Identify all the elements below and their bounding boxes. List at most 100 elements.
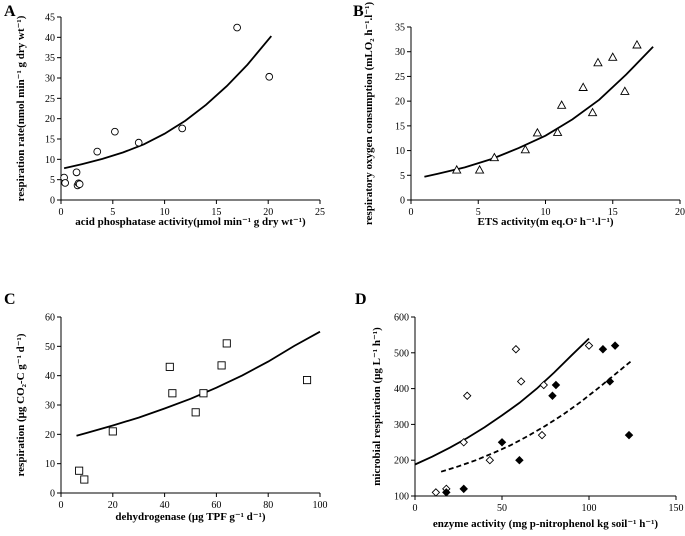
data-point: [233, 23, 241, 32]
data-point: [551, 380, 561, 390]
y-tick-label: 15: [45, 135, 55, 146]
data-point: [497, 438, 507, 447]
data-point: [556, 100, 567, 109]
y-tick-label: 100: [394, 492, 409, 503]
x-tick-label: 15: [211, 207, 221, 218]
x-tick-label: 0: [59, 500, 64, 511]
y-tick-label: 10: [45, 459, 55, 470]
y-tick-label: 20: [45, 430, 55, 441]
y-tick-label: 50: [45, 342, 55, 353]
data-point: [624, 430, 634, 440]
x-tick-label: 0: [413, 503, 418, 514]
y-tick-label: 40: [45, 371, 55, 382]
data-point: [620, 86, 630, 95]
x-tick-label: 5: [476, 207, 481, 218]
x-tick-label: 80: [263, 500, 273, 511]
data-point: [93, 147, 102, 156]
y-tick-label: 20: [395, 97, 405, 108]
data-point: [520, 144, 531, 154]
y-tick-label: 30: [45, 74, 55, 85]
y-axis-label: respiration rate(nmol min⁻¹ g dry wt⁻¹): [15, 15, 27, 201]
data-point: [485, 455, 495, 465]
y-tick-label: 60: [45, 313, 55, 324]
y-tick-label: 10: [395, 146, 405, 157]
y-tick-label: 15: [395, 121, 405, 132]
data-point: [442, 488, 451, 497]
data-point: [217, 361, 226, 370]
data-point: [451, 164, 462, 174]
y-tick-label: 45: [45, 13, 55, 24]
data-point: [165, 362, 174, 371]
y-tick-label: 25: [45, 94, 55, 105]
x-tick-label: 100: [582, 503, 597, 514]
data-point: [222, 339, 231, 348]
data-point: [111, 127, 119, 136]
panel-label: B: [353, 3, 364, 20]
y-tick-label: 300: [394, 420, 409, 431]
data-point: [548, 391, 557, 400]
data-point: [610, 341, 620, 350]
data-point: [134, 138, 143, 147]
x-tick-label: 10: [541, 207, 551, 218]
fit-line-dashed: [440, 359, 634, 473]
data-point: [516, 377, 526, 386]
x-tick-label: 20: [263, 207, 273, 218]
data-point: [265, 72, 274, 81]
data-point: [578, 82, 588, 91]
y-tick-label: 35: [395, 23, 405, 34]
data-point: [584, 341, 594, 350]
data-point: [532, 127, 543, 137]
fit-line-solid: [414, 337, 590, 466]
panel-label: D: [355, 291, 367, 308]
data-point: [537, 430, 547, 440]
x-tick-label: 10: [160, 207, 170, 218]
y-tick-label: 400: [394, 384, 409, 395]
x-tick-label: 0: [59, 207, 64, 218]
x-tick-label: 5: [110, 207, 115, 218]
data-point: [552, 127, 563, 136]
panel-a: A 0 5 10 15 20 25 30 35 40 45 0 5 10 15 20 25 acid phosph…: [4, 3, 325, 228]
data-point: [462, 391, 472, 400]
panel-c: C 0 10 20 30 40 50 60 0 20 40 60 80 100 dehydrogenase …: [4, 291, 328, 523]
y-tick-label: 40: [45, 33, 55, 44]
y-axis-label: respiration (μg CO₂-C g⁻¹ d⁻¹): [15, 333, 27, 476]
data-point: [303, 376, 312, 385]
data-point: [587, 107, 598, 117]
x-tick-label: 100: [313, 500, 328, 511]
y-tick-label: 0: [50, 196, 55, 207]
y-axis-label: microbial respiration (μg L⁻¹ h⁻¹): [371, 327, 383, 486]
y-tick-label: 600: [394, 313, 409, 324]
data-point: [598, 344, 608, 354]
y-tick-label: 5: [400, 171, 405, 182]
data-point: [108, 427, 117, 436]
data-point: [632, 39, 642, 49]
data-point: [80, 475, 89, 484]
data-point: [474, 164, 485, 174]
y-tick-label: 200: [394, 456, 409, 467]
y-tick-label: 25: [395, 72, 405, 83]
x-tick-label: 20: [108, 500, 118, 511]
data-point: [168, 389, 177, 398]
panel-label: C: [4, 291, 16, 308]
x-tick-label: 20: [675, 207, 685, 218]
x-axis-label: ETS activity(m eq.O² h⁻¹.l⁻¹): [477, 216, 613, 228]
panel-d: D 100 200 300 400 500 600 0 50 100 150 enzyme activ…: [355, 291, 684, 530]
fit-line-solid: [76, 330, 321, 437]
data-point: [607, 52, 618, 61]
data-point: [199, 389, 208, 398]
panel-label: A: [4, 3, 16, 20]
data-point: [539, 380, 548, 390]
data-point: [593, 57, 603, 67]
data-point: [489, 152, 500, 162]
data-point: [459, 484, 468, 494]
x-axis-label: enzyme activity (mg p-nitrophenol kg soi…: [433, 518, 659, 530]
data-point: [431, 488, 441, 497]
data-point: [72, 168, 81, 177]
x-tick-label: 50: [497, 503, 507, 514]
panel-b: B 0 5 10 15 20 25 30 35 0 5 10 15 20 ETS activity(m eq…: [353, 2, 685, 228]
y-tick-label: 0: [400, 196, 405, 207]
x-tick-label: 25: [315, 207, 325, 218]
y-axis-label: respiratory oxygen consumption (mLO₂ h⁻¹…: [363, 2, 375, 226]
x-tick-label: 0: [409, 207, 414, 218]
